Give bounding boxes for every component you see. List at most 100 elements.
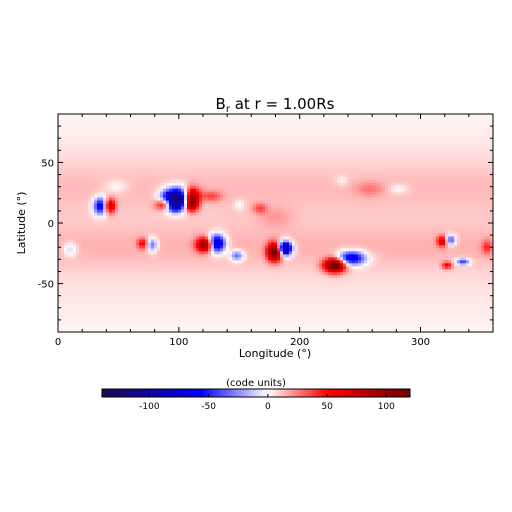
heatmap-cell: [193, 188, 197, 192]
heatmap-cell: [328, 149, 332, 154]
heatmap-cell: [481, 122, 485, 127]
heatmap-cell: [214, 146, 218, 151]
heatmap-cell: [244, 200, 248, 204]
heatmap-cell: [355, 182, 359, 187]
heatmap-cell: [289, 182, 293, 187]
heatmap-cell: [241, 128, 245, 133]
heatmap-cell: [355, 170, 359, 175]
heatmap-cell: [79, 137, 83, 142]
heatmap-cell: [460, 182, 464, 187]
heatmap-cell: [445, 203, 449, 207]
heatmap-cell: [202, 119, 206, 124]
heatmap-cell: [451, 197, 455, 201]
heatmap-cell: [307, 188, 311, 192]
heatmap-cell: [331, 167, 335, 172]
heatmap-cell: [157, 152, 161, 157]
heatmap-cell: [211, 137, 215, 142]
heatmap-cell: [133, 134, 137, 139]
heatmap-cell: [274, 158, 278, 163]
heatmap-cell: [412, 128, 416, 133]
heatmap-cell: [121, 137, 125, 142]
heatmap-cell: [487, 182, 491, 187]
heatmap-cell: [208, 176, 212, 181]
heatmap-cell: [112, 203, 116, 207]
heatmap-cell: [322, 131, 326, 136]
heatmap-cell: [115, 203, 119, 207]
heatmap-cell: [223, 209, 227, 213]
heatmap-cell: [319, 134, 323, 139]
heatmap-cell: [433, 119, 437, 124]
heatmap-cell: [187, 119, 191, 124]
heatmap-cell: [379, 191, 383, 195]
heatmap-cell: [226, 185, 230, 190]
heatmap-cell: [454, 158, 458, 163]
heatmap-cell: [283, 155, 287, 160]
heatmap-cell: [97, 122, 101, 127]
heatmap-cell: [376, 155, 380, 160]
heatmap-cell: [442, 173, 446, 178]
heatmap-cell: [376, 191, 380, 195]
heatmap-cell: [415, 206, 419, 210]
heatmap-cell: [361, 164, 365, 169]
heatmap-cell: [226, 176, 230, 181]
heatmap-cell: [67, 179, 71, 184]
heatmap-cell: [319, 131, 323, 136]
heatmap-cell: [82, 143, 86, 148]
heatmap-cell: [256, 131, 260, 136]
heatmap-cell: [277, 114, 281, 118]
heatmap-cell: [424, 191, 428, 195]
heatmap-cell: [265, 185, 269, 190]
heatmap-cell: [106, 167, 110, 172]
heatmap-cell: [361, 114, 365, 118]
heatmap-cell: [358, 176, 362, 181]
heatmap-cell: [295, 116, 299, 121]
heatmap-cell: [187, 182, 191, 187]
heatmap-cell: [364, 188, 368, 192]
heatmap-cell: [307, 200, 311, 204]
heatmap-cell: [310, 161, 314, 166]
heatmap-cell: [256, 137, 260, 142]
heatmap-cell: [439, 149, 443, 154]
heatmap-cell: [235, 137, 239, 142]
heatmap-cell: [178, 161, 182, 166]
heatmap-cell: [475, 194, 479, 198]
heatmap-cell: [196, 188, 200, 192]
heatmap-cell: [136, 197, 140, 201]
heatmap-cell: [262, 161, 266, 166]
heatmap-cell: [199, 149, 203, 154]
heatmap-cell: [478, 152, 482, 157]
heatmap-cell: [373, 188, 377, 192]
heatmap-cell: [421, 131, 425, 136]
heatmap-cell: [190, 197, 194, 201]
heatmap-cell: [238, 137, 242, 142]
heatmap-cell: [322, 191, 326, 195]
heatmap-cell: [298, 125, 302, 130]
heatmap-cell: [220, 134, 224, 139]
heatmap-cell: [271, 188, 275, 192]
heatmap-cell: [325, 149, 329, 154]
heatmap-cell: [274, 182, 278, 187]
heatmap-cell: [322, 137, 326, 142]
heatmap-cell: [313, 206, 317, 210]
heatmap-cell: [157, 122, 161, 127]
heatmap-cell: [172, 140, 176, 145]
heatmap-cell: [367, 167, 371, 172]
heatmap-cell: [181, 182, 185, 187]
heatmap-cell: [154, 170, 158, 175]
heatmap-cell: [304, 122, 308, 127]
heatmap-cell: [430, 152, 434, 157]
heatmap-cell: [178, 119, 182, 124]
heatmap-cell: [205, 167, 209, 172]
heatmap-cell: [298, 131, 302, 136]
heatmap-cell: [175, 134, 179, 139]
heatmap-cell: [91, 137, 95, 142]
heatmap-cell: [343, 191, 347, 195]
heatmap-cell: [181, 116, 185, 121]
heatmap-cell: [232, 128, 236, 133]
heatmap-cell: [94, 122, 98, 127]
heatmap-cell: [301, 164, 305, 169]
heatmap-cell: [136, 212, 140, 216]
heatmap-cell: [145, 164, 149, 169]
heatmap-cell: [58, 203, 62, 207]
heatmap-cell: [340, 134, 344, 139]
